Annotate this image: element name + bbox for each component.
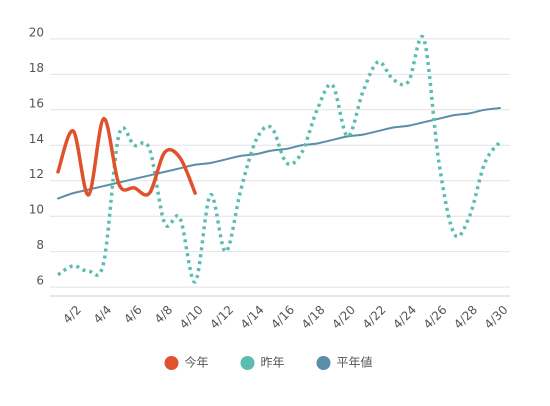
legend-marker [316,356,331,370]
series-line [56,116,197,197]
x-tick-label: 4/10 [177,303,206,332]
x-tick-label: 4/4 [91,303,115,327]
x-tick-label: 4/12 [207,303,236,332]
x-tick-label: 4/16 [268,303,297,332]
series-line [57,107,501,200]
y-tick-label: 12 [29,167,44,181]
legend-marker [164,356,179,370]
x-tick-label: 4/8 [152,303,176,327]
x-tick-label: 4/14 [238,303,267,332]
y-tick-label: 18 [29,61,44,75]
x-tick-label: 4/6 [121,303,145,327]
legend-marker [240,356,255,370]
legend-label: 今年 [185,355,209,370]
x-tick-label: 4/30 [482,303,511,332]
y-tick-label: 8 [36,238,44,252]
x-tick-label: 4/28 [451,303,480,332]
legend-label: 昨年 [261,356,285,370]
x-tick-label: 4/26 [421,303,450,332]
x-tick-label: 4/18 [299,303,328,332]
y-tick-label: 10 [29,203,44,217]
y-tick-label: 16 [29,96,44,110]
x-tick-label: 4/2 [60,303,84,327]
series-line [57,34,502,284]
x-tick-label: 4/24 [390,303,419,332]
y-tick-label: 6 [36,274,44,288]
y-tick-label: 14 [29,132,44,146]
x-tick-label: 4/20 [329,303,358,332]
legend-label: 平年値 [337,355,373,370]
y-tick-label: 20 [29,25,44,39]
x-tick-label: 4/22 [360,303,389,332]
